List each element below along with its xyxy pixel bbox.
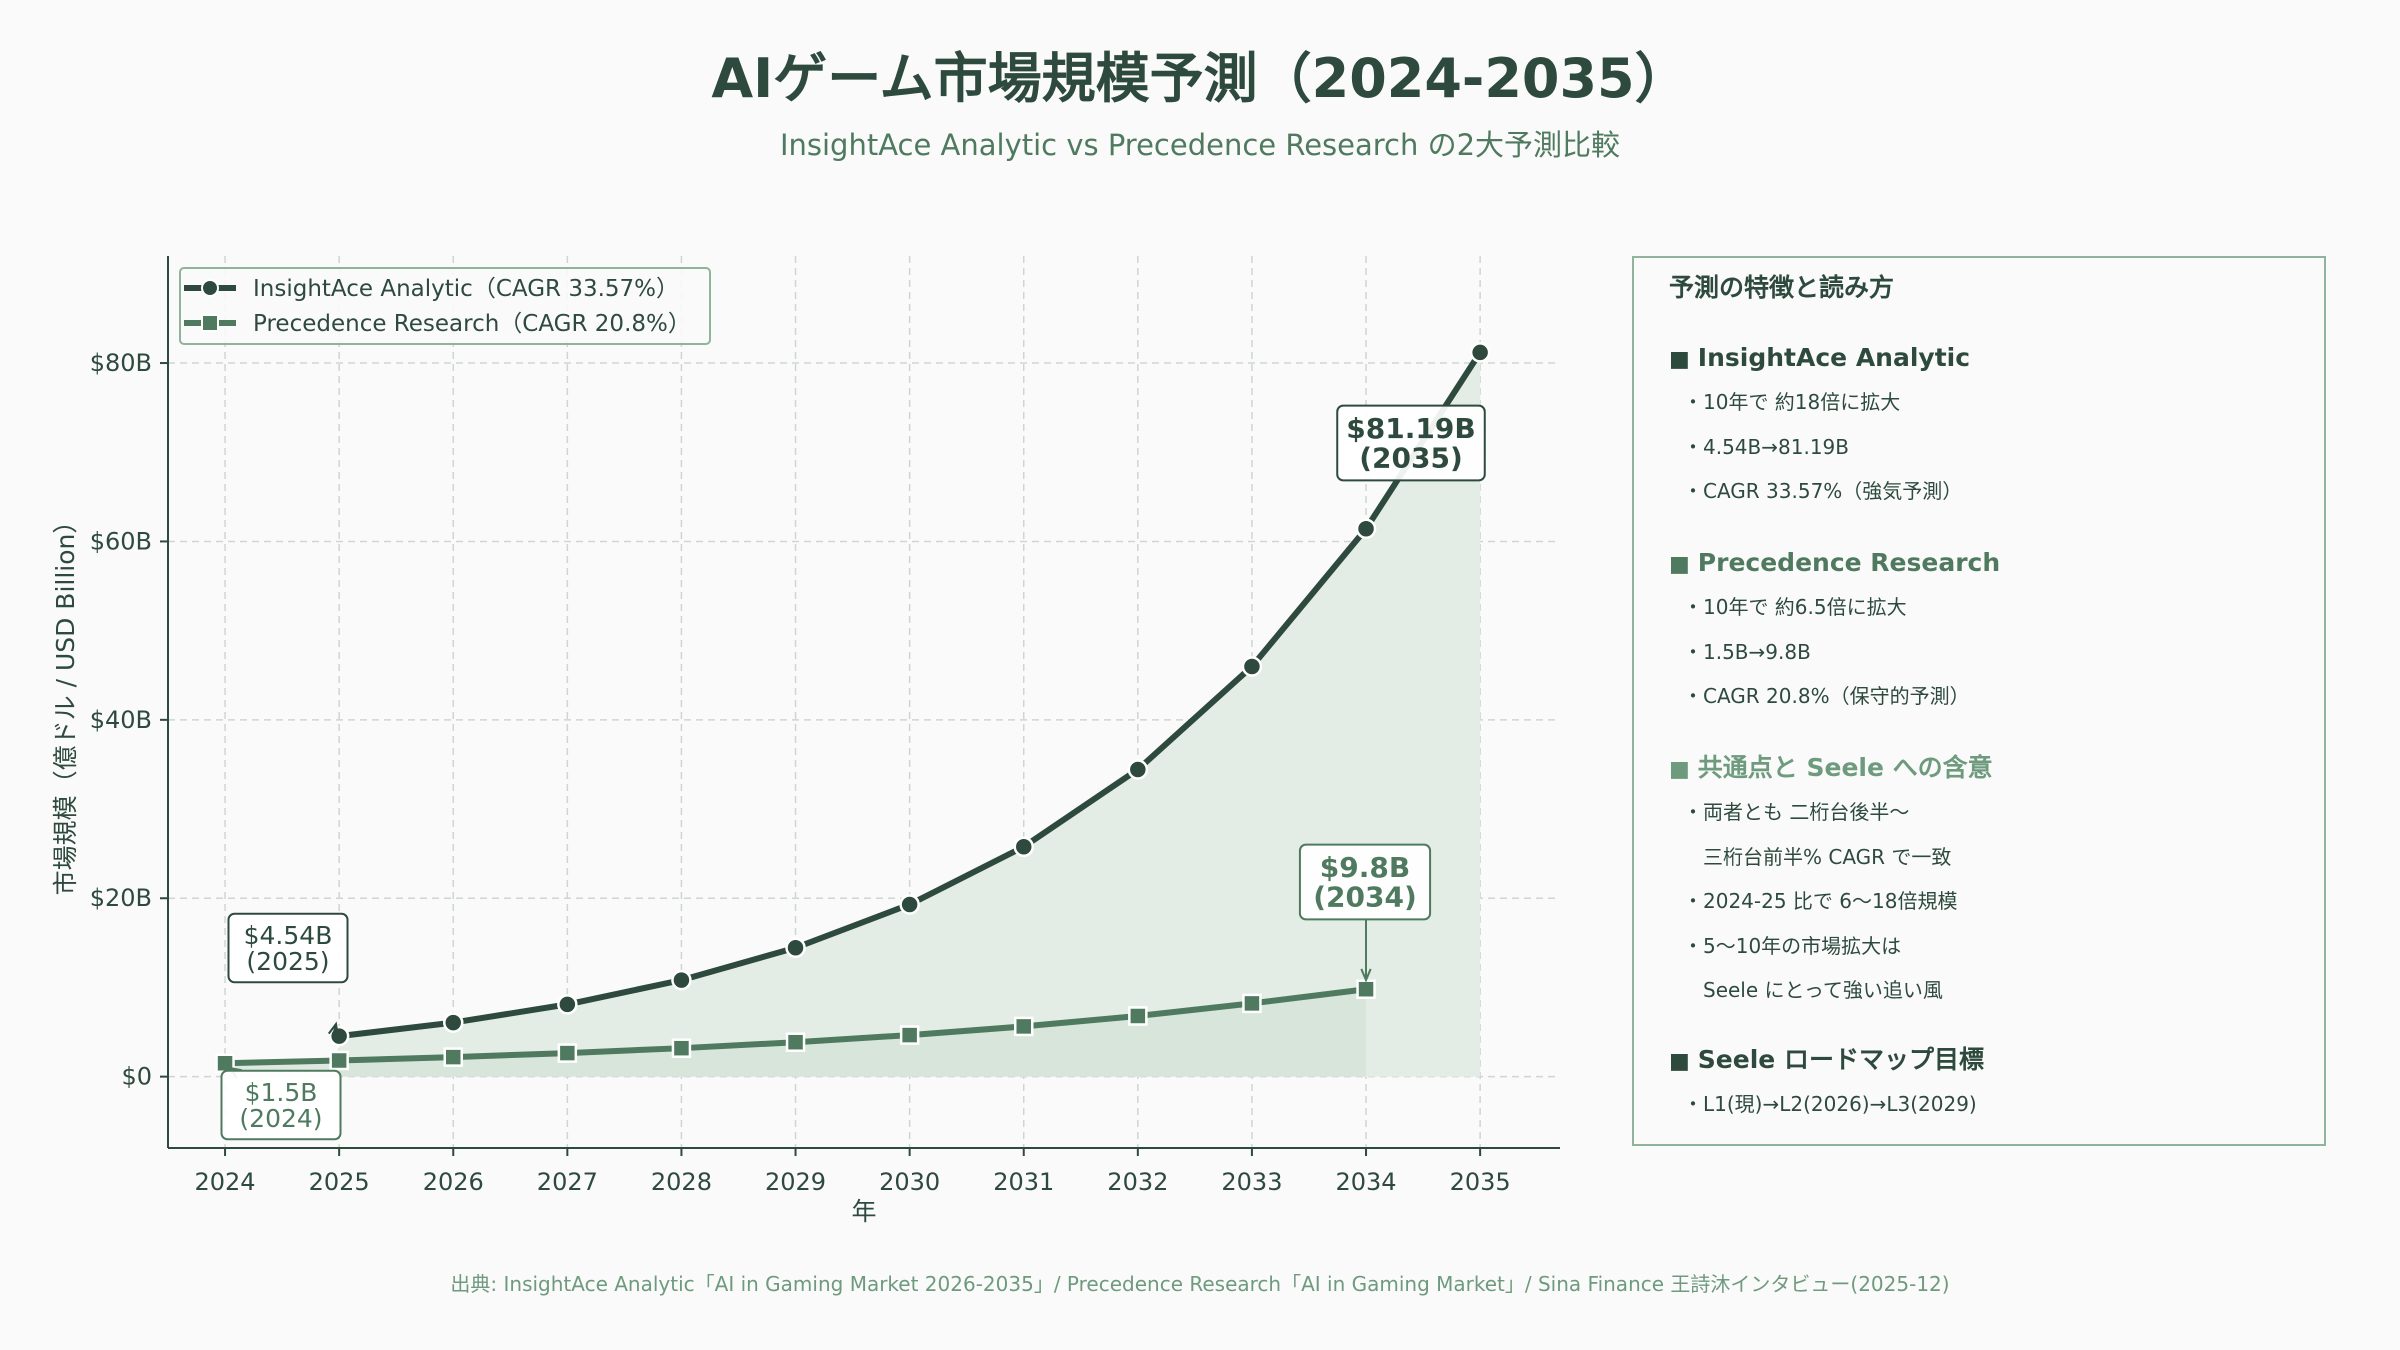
- y-tick-label: $0: [121, 1063, 152, 1091]
- data-point: [785, 1032, 806, 1052]
- panel-section-title: ■ Precedence Research: [1669, 541, 2309, 585]
- data-point: [1242, 993, 1262, 1014]
- data-point: [329, 1050, 349, 1071]
- data-point: [1128, 1006, 1148, 1026]
- data-label-1: $4.54B(2025): [227, 912, 349, 1037]
- panel-section-title-text: 共通点と Seele への含意: [1697, 753, 1993, 782]
- data-point: [671, 1038, 692, 1058]
- x-tick-label: 2030: [879, 1168, 940, 1196]
- data-point: [899, 894, 920, 915]
- x-tick-label: 2032: [1107, 1168, 1168, 1196]
- annotation-text: (2035): [1359, 442, 1463, 475]
- x-tick-label: 2026: [423, 1168, 484, 1196]
- data-point: [1356, 979, 1376, 999]
- panel-section-title-text: Precedence Research: [1697, 548, 2001, 577]
- square-bullet-icon: ■: [1669, 1049, 1690, 1074]
- annotation-text: (2024): [239, 1104, 322, 1133]
- data-point: [785, 937, 806, 958]
- page-title: AIゲーム市場規模予測（2024-2035）: [711, 47, 1689, 110]
- annotation-arrowhead: [1360, 968, 1372, 983]
- data-point: [1241, 656, 1263, 677]
- x-tick-label: 2028: [651, 1168, 712, 1196]
- data-label-3: $1.5B(2024): [220, 1066, 342, 1141]
- panel-item: ・2024-25 比で 6〜18倍規模: [1683, 889, 1958, 913]
- panel-section: ■ 共通点と Seele への含意・両者とも 二桁台後半〜 三桁台前半% CAGR…: [1669, 746, 2309, 1013]
- annotation-box: [227, 912, 349, 984]
- square-bullet-icon: ■: [1669, 757, 1690, 782]
- annotation-text: (2025): [246, 947, 329, 976]
- x-tick-label: 2033: [1221, 1168, 1282, 1196]
- y-axis-label: 市場規模（億ドル / USD Billion）: [51, 509, 80, 896]
- data-point: [1127, 759, 1149, 780]
- data-label-2: $81.19B(2035): [1336, 404, 1486, 482]
- y-tick-label: $60B: [90, 527, 152, 555]
- x-tick-label: 2031: [993, 1168, 1054, 1196]
- chart-legend: InsightAce Analytic（CAGR 33.57%） Preceden…: [179, 267, 711, 345]
- x-tick-label: 2025: [309, 1168, 370, 1196]
- panel-item: ・両者とも 二桁台後半〜: [1683, 800, 1910, 824]
- square-bullet-icon: ■: [1669, 347, 1690, 372]
- panel-item: ・4.54B→81.19B: [1683, 434, 1849, 459]
- panel-section-title: ■ Seele ロードマップ目標: [1669, 1038, 2309, 1082]
- legend-label: InsightAce Analytic（CAGR 33.57%）: [253, 276, 679, 302]
- panel-heading: 予測の特徴と読み方: [1669, 273, 1895, 302]
- panel-section: ■ InsightAce Analytic ・10年で 約18倍に拡大 ・4.54B→…: [1669, 336, 2309, 514]
- data-point: [1013, 1016, 1034, 1037]
- panel-item: Seele にとって強い追い風: [1683, 978, 1943, 1002]
- panel-item: ・10年で 約18倍に拡大: [1683, 390, 1901, 414]
- panel-item: ・CAGR 20.8%（保守的予測）: [1683, 684, 1970, 708]
- data-label-4: $9.8B(2034): [1298, 843, 1432, 983]
- market-forecast-chart: 2024 2025 2026 2027 2028 2029 2030 2031 2032 2033…: [51, 256, 1560, 1226]
- panel-section-title: ■ InsightAce Analytic: [1669, 336, 2309, 380]
- series-area-2: [225, 989, 1367, 1077]
- annotation-box: [1336, 404, 1486, 482]
- panel-item: ・1.5B→9.8B: [1683, 639, 1811, 664]
- insight-panel: 予測の特徴と読み方 ■ InsightAce Analytic ・10年で 約18倍…: [1632, 256, 2326, 1146]
- x-axis-label: 年: [851, 1197, 876, 1226]
- square-bullet-icon: ■: [1669, 552, 1690, 577]
- data-point: [442, 1012, 464, 1033]
- legend-label: Precedence Research（CAGR 20.8%）: [253, 311, 691, 337]
- y-tick-label: $20B: [90, 884, 152, 912]
- panel-item: ・L1(現)→L2(2026)→L3(2029): [1683, 1092, 1977, 1116]
- annotation-text: $1.5B: [245, 1078, 318, 1107]
- x-tick-label: 2027: [537, 1168, 598, 1196]
- annotation-text: $9.8B: [1320, 851, 1410, 884]
- panel-item: ・CAGR 33.57%（強気予測）: [1683, 479, 1963, 503]
- data-point: [671, 969, 692, 991]
- x-tick-label: 2024: [195, 1168, 256, 1196]
- data-point: [557, 1043, 578, 1063]
- data-point: [443, 1047, 463, 1067]
- series-area-1: [339, 352, 1481, 1077]
- legend-marker: [201, 279, 219, 297]
- data-point: [557, 994, 578, 1015]
- data-point: [1469, 342, 1491, 363]
- x-tick-label: 2034: [1335, 1168, 1396, 1196]
- annotation-text: (2034): [1313, 881, 1417, 914]
- legend-marker: [201, 314, 219, 332]
- panel-section-title-text: InsightAce Analytic: [1697, 343, 1971, 372]
- source-footer: 出典: InsightAce Analytic「AI in Gaming Mar…: [450, 1272, 1950, 1296]
- panel-section: ■ Seele ロードマップ目標・L1(現)→L2(2026)→L3(2029): [1669, 1038, 2309, 1127]
- panel-section-title: ■ 共通点と Seele への含意: [1669, 746, 2309, 790]
- data-point: [1013, 836, 1034, 858]
- annotation-arrowhead: [327, 1021, 339, 1037]
- y-tick-label: $80B: [90, 349, 152, 377]
- annotation-text: $81.19B: [1346, 412, 1475, 445]
- data-point: [899, 1025, 920, 1045]
- panel-section: ■ Precedence Research ・10年で 約6.5倍に拡大 ・1.5B→…: [1669, 541, 2309, 719]
- annotation-box: [1298, 843, 1432, 921]
- panel-section-title-text: Seele ロードマップ目標: [1697, 1045, 1984, 1074]
- annotation-box: [220, 1069, 342, 1141]
- x-tick-label: 2035: [1450, 1168, 1511, 1196]
- legend-box: [179, 267, 711, 345]
- annotation-text: $4.54B: [244, 921, 333, 950]
- panel-item: 三桁台前半% CAGR で一致: [1683, 844, 1952, 869]
- x-tick-label: 2029: [765, 1168, 826, 1196]
- y-tick-label: $40B: [90, 706, 152, 734]
- data-point: [1355, 518, 1377, 540]
- panel-item: ・10年で 約6.5倍に拡大: [1683, 595, 1907, 619]
- panel-item: ・5〜10年の市場拡大は: [1683, 933, 1902, 958]
- page-subtitle: InsightAce Analytic vs Precedence Resear…: [779, 128, 1621, 162]
